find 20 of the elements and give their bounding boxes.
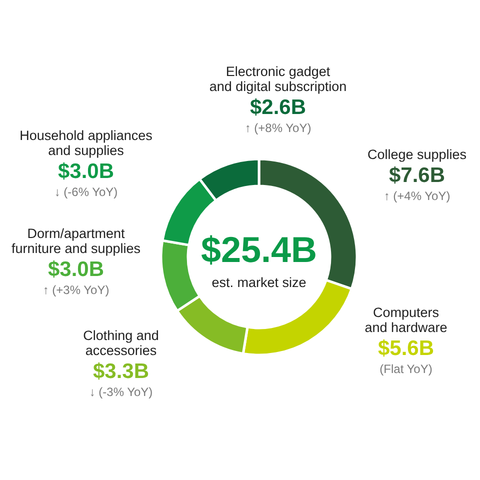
text: est. market size: [212, 275, 306, 290]
text: ↑ (+8% YoY): [244, 121, 312, 135]
slice-label: Dorm/apartment furniture and supplies: [11, 226, 141, 256]
text: ↓ (-3% YoY): [89, 385, 153, 399]
slice-label: Household appliances and supplies: [20, 128, 153, 158]
text: ↓ (-6% YoY): [54, 185, 118, 199]
data-label: $3.0B: [48, 258, 104, 281]
data-label: $7.6B: [388, 164, 446, 187]
text: $25.4B: [200, 229, 318, 270]
data-label: $5.6B: [378, 337, 434, 360]
text: (Flat YoY): [380, 362, 432, 376]
slice-label: Electronic gadget and digital subscription: [209, 64, 347, 94]
text: ↑ (+3% YoY): [42, 283, 110, 297]
slice-label: College supplies: [367, 147, 467, 162]
data-label: $2.6B: [250, 96, 306, 119]
data-label: $3.3B: [92, 360, 150, 383]
slice-label: Clothing and accessories: [83, 328, 159, 358]
data-label: $3.0B: [58, 160, 114, 183]
text: ↑ (+4% YoY): [384, 189, 450, 203]
slice-label: Computers and hardware: [364, 305, 448, 335]
